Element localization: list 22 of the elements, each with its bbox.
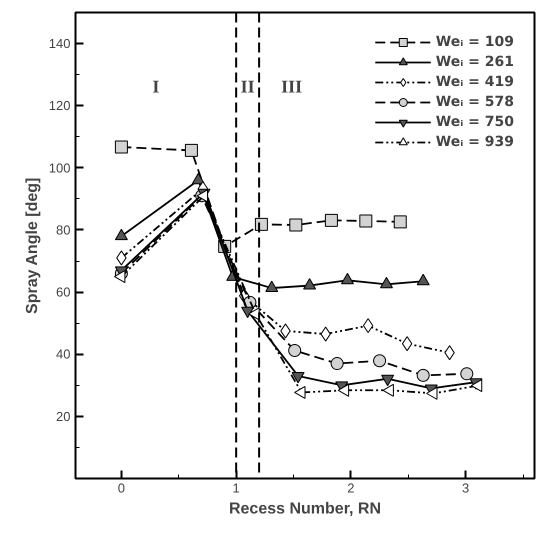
y-tick-label: 120 — [48, 98, 71, 114]
x-axis-title: Recess Number, RN — [228, 500, 382, 518]
legend-label: Weᵢ = 750 — [436, 113, 514, 131]
x-tick-label: 3 — [462, 480, 470, 496]
annotation: III — [281, 76, 302, 96]
x-tick-label: 0 — [118, 480, 126, 496]
annotation: I — [152, 76, 160, 96]
y-tick-label: 20 — [56, 408, 71, 424]
legend-label: Weᵢ = 578 — [436, 93, 514, 111]
y-tick-label: 40 — [56, 346, 71, 362]
y-tick-label: 100 — [48, 160, 71, 176]
y-tick-label: 140 — [48, 36, 71, 52]
legend-label: Weᵢ = 261 — [436, 53, 514, 71]
legend-label: Weᵢ = 109 — [436, 33, 514, 51]
y-tick-label: 60 — [56, 284, 71, 300]
x-tick-label: 2 — [347, 480, 355, 496]
y-tick-label: 80 — [56, 222, 71, 238]
annotation: II — [240, 76, 255, 96]
x-tick-label: 1 — [232, 480, 240, 496]
legend-label: Weᵢ = 939 — [436, 133, 514, 151]
legend-label: Weᵢ = 419 — [436, 73, 514, 91]
y-axis-title: Spray Angle [deg] — [24, 178, 41, 314]
